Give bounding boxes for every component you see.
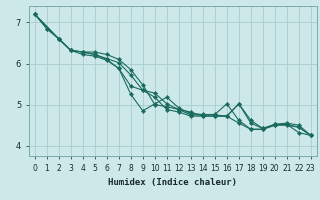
X-axis label: Humidex (Indice chaleur): Humidex (Indice chaleur) <box>108 178 237 187</box>
